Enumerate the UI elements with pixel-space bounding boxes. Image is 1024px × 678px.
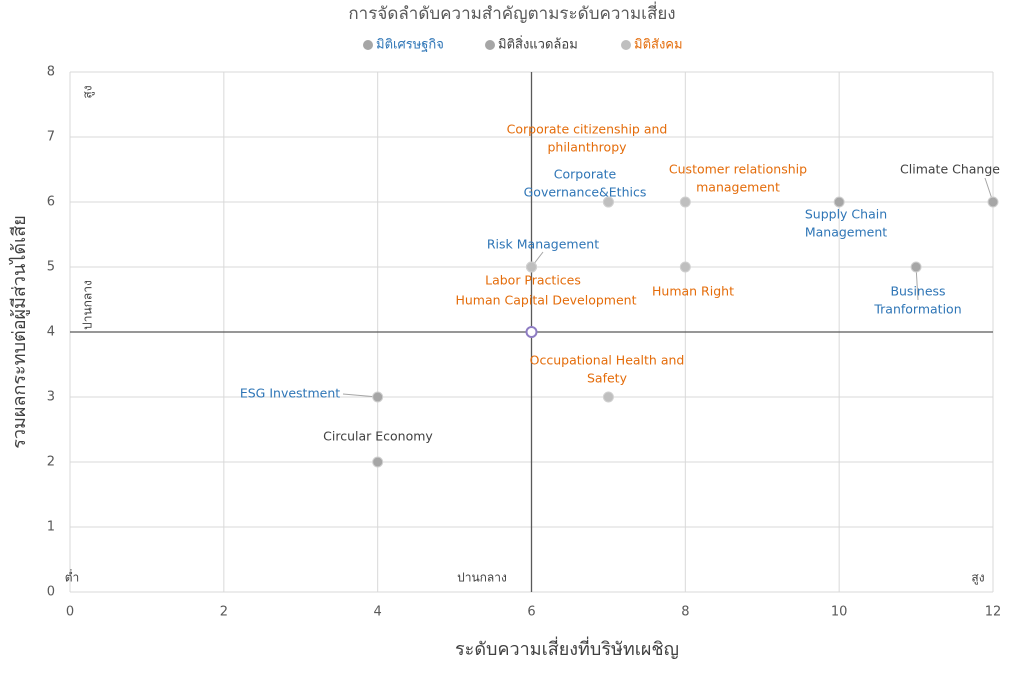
annotation: ปานกลาง xyxy=(457,571,507,585)
point xyxy=(679,261,691,273)
y-tick-label: 3 xyxy=(47,390,55,405)
point-label: Occupational Health and xyxy=(530,353,685,368)
point-label: Supply Chain xyxy=(805,207,887,222)
x-tick-label: 12 xyxy=(985,605,1002,620)
point-label: Corporate xyxy=(554,167,617,182)
annotation: สูง xyxy=(81,85,96,98)
point-label: Business xyxy=(890,284,945,299)
point xyxy=(910,261,922,273)
y-tick-label: 0 xyxy=(47,585,55,600)
chart-title: การจัดลำดับความสำคัญตามระดับความเสี่ยง xyxy=(348,1,675,24)
x-axis-title: ระดับความเสี่ยงที่บริษัทเผชิญ xyxy=(455,636,679,660)
point-label: Risk Management xyxy=(487,237,599,252)
point-label: Management xyxy=(805,225,887,240)
y-tick-label: 7 xyxy=(47,130,55,145)
x-tick-label: 0 xyxy=(66,605,74,620)
legend-marker xyxy=(485,40,495,50)
y-tick-label: 6 xyxy=(47,195,55,210)
legend-label: มิติเศรษฐกิจ xyxy=(376,38,444,53)
point-label: Corporate citizenship and xyxy=(507,122,668,137)
point-label: Human Capital Development xyxy=(455,293,636,308)
annotation: สูง xyxy=(971,571,984,586)
legend-label: มิติสิ่งแวดล้อม xyxy=(498,36,578,53)
y-axis-title: รวมผลกระทบต่อผู้มีส่วนได้เสีย xyxy=(8,215,30,448)
point xyxy=(372,456,384,468)
point-label: management xyxy=(696,180,780,195)
point xyxy=(602,391,614,403)
legend-label: มิติสังคม xyxy=(634,38,683,53)
point-label: Circular Economy xyxy=(323,429,433,444)
point xyxy=(602,196,614,208)
point xyxy=(679,196,691,208)
x-tick-label: 6 xyxy=(527,605,535,620)
point xyxy=(372,391,384,403)
quadrant-center xyxy=(525,326,538,338)
y-tick-label: 8 xyxy=(47,65,55,80)
y-tick-label: 2 xyxy=(47,455,55,470)
legend-marker xyxy=(621,40,631,50)
point-label: Human Right xyxy=(652,284,734,299)
point-label: ESG Investment xyxy=(240,386,340,401)
point-label: Governance&Ethics xyxy=(524,185,647,200)
point-label: philanthropy xyxy=(547,140,627,155)
point-label: Safety xyxy=(587,371,628,386)
legend-marker xyxy=(363,40,373,50)
leader-line xyxy=(342,393,378,398)
leader-line xyxy=(915,266,919,301)
annotation: ต่ำ xyxy=(65,569,80,585)
y-tick-label: 1 xyxy=(47,520,55,535)
point-label: Tranformation xyxy=(873,302,961,317)
x-tick-label: 10 xyxy=(831,605,848,620)
point-label: Customer relationship xyxy=(669,162,807,177)
x-tick-label: 8 xyxy=(681,605,689,620)
x-tick-label: 4 xyxy=(374,605,382,620)
annotation: ปานกลาง xyxy=(81,280,95,330)
point xyxy=(987,196,999,208)
point xyxy=(526,261,537,273)
point-label: Climate Change xyxy=(900,162,1000,177)
point xyxy=(833,196,845,208)
y-tick-label: 4 xyxy=(47,325,55,340)
x-tick-label: 2 xyxy=(220,605,228,620)
y-tick-label: 5 xyxy=(47,260,55,275)
point-label: Labor Practices xyxy=(485,273,581,288)
